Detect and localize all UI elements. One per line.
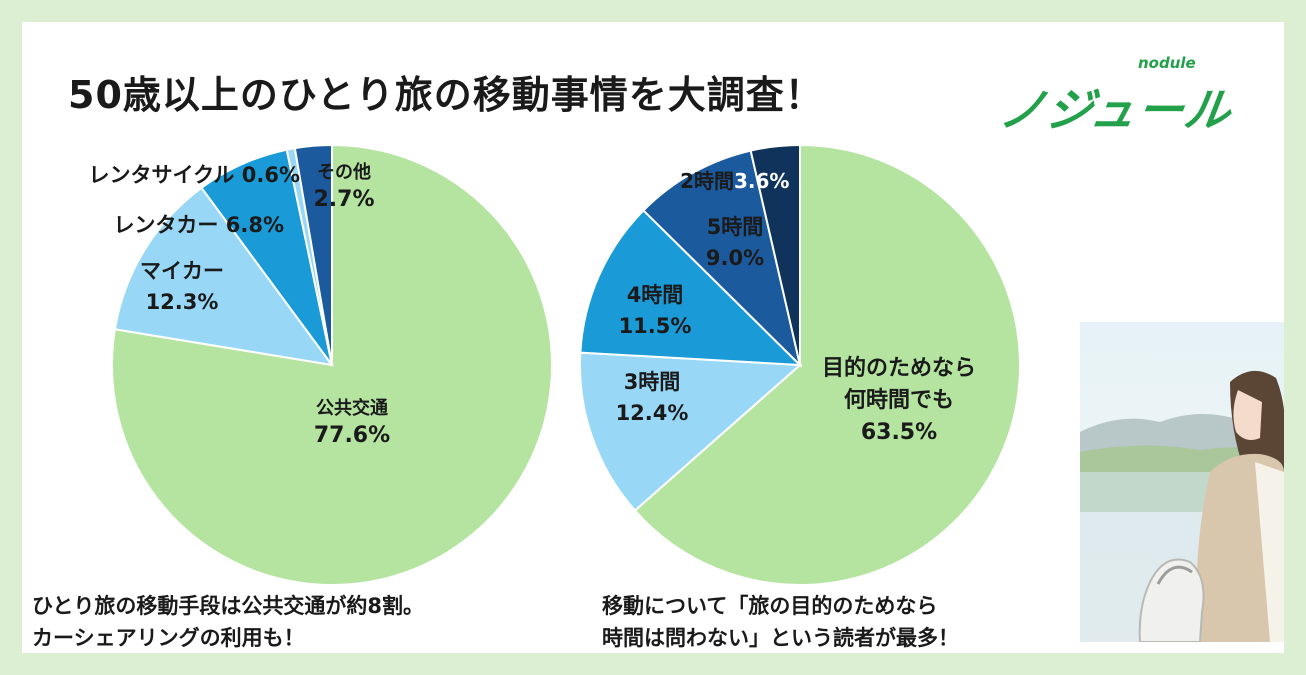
left-caption-line1: ひとり旅の移動手段は公共交通が約8割。 bbox=[32, 594, 424, 618]
slice-value-label: 2.7% bbox=[313, 187, 374, 212]
pie-slice bbox=[579, 351, 803, 512]
pie-chart-1: 公共交通 77.6% マイカー 12.3% レンタカー 6.8% レンタサイクル 0.6%… bbox=[88, 143, 553, 586]
pie-slice bbox=[113, 186, 335, 367]
slice-label: 何時間でも bbox=[844, 387, 954, 413]
slice-label: 公共交通 bbox=[316, 397, 388, 419]
right-caption-line2: 時間は問わない」という読者が最多！ bbox=[602, 626, 959, 650]
slice-label: マイカー bbox=[140, 259, 224, 283]
page-title: 50歳以上のひとり旅の移動事情を大調査！ bbox=[68, 73, 824, 117]
infographic-card: 50歳以上のひとり旅の移動事情を大調査！ nodule ノジュール 公共交通 77… bbox=[22, 22, 1284, 653]
slice-label: 2時間 bbox=[680, 169, 734, 193]
pie-slice bbox=[293, 143, 333, 366]
pie-slice bbox=[749, 143, 801, 366]
slice-value-label: 3.6% bbox=[734, 169, 789, 193]
slice-label: 目的のためなら bbox=[822, 355, 976, 381]
slice-label: その他 bbox=[317, 161, 371, 183]
slice-value-label: 11.5% bbox=[619, 314, 692, 338]
slice-label: 5時間 bbox=[707, 215, 764, 239]
pie-slice bbox=[633, 143, 1021, 586]
slice-value-label: 77.6% bbox=[314, 423, 390, 448]
slice-label: レンタカー 6.8% bbox=[113, 213, 284, 237]
traveler-illustration bbox=[1080, 322, 1284, 642]
slice-value-label: 63.5% bbox=[861, 420, 937, 445]
pie-charts: 公共交通 77.6% マイカー 12.3% レンタカー 6.8% レンタサイクル 0.6%… bbox=[88, 143, 1021, 586]
slice-value-label: 9.0% bbox=[706, 246, 764, 270]
slice-label: 3時間 bbox=[624, 370, 681, 394]
left-caption: ひとり旅の移動手段は公共交通が約8割。 カーシェアリングの利用も！ bbox=[32, 590, 424, 654]
right-caption: 移動について「旅の目的のためなら 時間は問わない」という読者が最多！ bbox=[602, 590, 959, 654]
slice-value-label: 12.3% bbox=[146, 290, 219, 314]
left-caption-line2: カーシェアリングの利用も！ bbox=[32, 626, 305, 650]
pie-slice bbox=[579, 209, 803, 367]
slice-label: 4時間 bbox=[627, 283, 684, 307]
right-caption-line1: 移動について「旅の目的のためなら bbox=[602, 594, 938, 618]
brand-logo: nodule ノジュール bbox=[996, 52, 1268, 137]
logo-subtext: nodule bbox=[1138, 54, 1196, 72]
slice-value-label: 12.4% bbox=[616, 401, 689, 425]
slice-label: レンタサイクル 0.6% bbox=[88, 163, 300, 187]
pie-slice bbox=[642, 149, 802, 369]
